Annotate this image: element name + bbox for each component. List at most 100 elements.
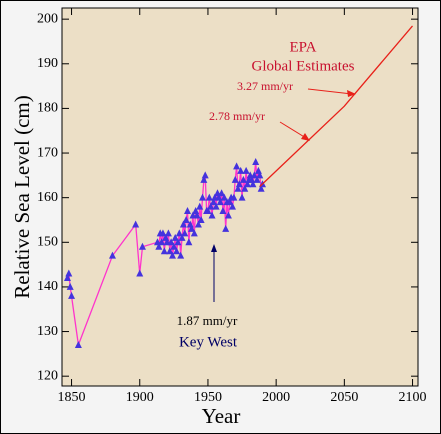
x-tick-label: 2100 [399,390,427,405]
data-point [74,340,82,348]
data-point [183,207,191,215]
annotation: 2.78 mm/yr [209,109,265,123]
x-tick-label: 1950 [194,390,222,405]
y-axis-label: Relative Sea Level (cm) [10,95,34,299]
data-point [218,189,226,197]
data-point [219,207,227,215]
data-point [198,193,206,201]
data-point [181,229,189,237]
data-point [244,180,252,188]
y-tick-label: 120 [37,368,58,383]
data-point [136,269,144,277]
data-point [205,193,213,201]
data-point [239,175,247,183]
data-point [68,291,76,299]
y-tick-label: 200 [37,11,58,26]
data-point [235,180,243,188]
x-tick-label: 2050 [330,390,358,405]
data-point [228,202,236,210]
data-point [256,171,264,179]
data-point [233,162,241,170]
data-point [209,198,217,206]
data-point [132,220,140,228]
data-point [212,202,220,210]
data-point [230,193,238,201]
data-point [224,211,232,219]
data-point [177,251,185,259]
data-point [164,229,172,237]
arrows [211,88,356,302]
data-point [197,215,205,223]
data-point [65,269,73,277]
data-point [178,233,186,241]
annotation: 3.27 mm/yr [237,79,293,93]
data-point [182,215,190,223]
data-point [204,207,212,215]
data-point [171,233,179,241]
data-point [138,242,146,250]
data-point [207,202,215,210]
data-point [200,175,208,183]
data-point [160,247,168,255]
data-point [241,184,249,192]
y-tick-label: 170 [37,145,58,160]
data-point [222,224,230,232]
data-point [166,247,174,255]
data-point [63,274,71,281]
data-point [252,157,260,165]
data-point [155,242,163,250]
data-point [250,171,258,179]
data-point [167,238,175,246]
data-point [234,184,242,192]
data-point [179,220,187,228]
y-tick-label: 150 [37,235,58,250]
data-point [193,211,201,219]
plot-area [61,7,419,387]
arrowhead [301,133,310,141]
x-tick-label: 1900 [126,390,154,405]
data-point [188,224,196,232]
data-point [108,251,116,259]
y-tick-label: 160 [37,190,58,205]
y-tick-label: 140 [37,279,58,294]
data-point [159,229,167,237]
arrow [307,88,353,95]
data-point [158,238,166,246]
data-point [174,238,182,246]
data-point [216,198,224,206]
annotation: 1.87 mm/yr [177,313,238,328]
y-tick-label: 190 [37,56,58,71]
annotation: EPA [290,39,317,55]
data-point [257,184,265,192]
y-tick-label: 180 [37,101,58,116]
x-tick-label: 1850 [58,390,86,405]
x-axis-label: Year [202,404,241,428]
data-point [185,238,193,246]
data-point [196,202,204,210]
data-point [226,198,234,206]
data-point [253,175,261,183]
data-point [220,193,228,201]
data-point [201,171,209,179]
series-line [259,25,413,187]
data-point [208,211,216,219]
data-point [170,242,178,250]
y-tick-label: 130 [37,324,58,339]
data-point [66,282,74,290]
annotation: Key West [179,334,238,350]
data-point [238,193,246,201]
arrow [279,121,307,139]
data-point [173,247,181,255]
data-point [175,229,183,237]
x-tick-label: 2000 [262,390,290,405]
data-point [194,220,202,228]
data-point [190,229,198,237]
data-point [168,251,176,259]
data-point [231,175,239,183]
data-point [242,166,250,174]
data-point [249,180,257,188]
annotation: Global Estimates [252,58,355,74]
arrowhead [211,244,217,252]
data-point [237,166,245,174]
